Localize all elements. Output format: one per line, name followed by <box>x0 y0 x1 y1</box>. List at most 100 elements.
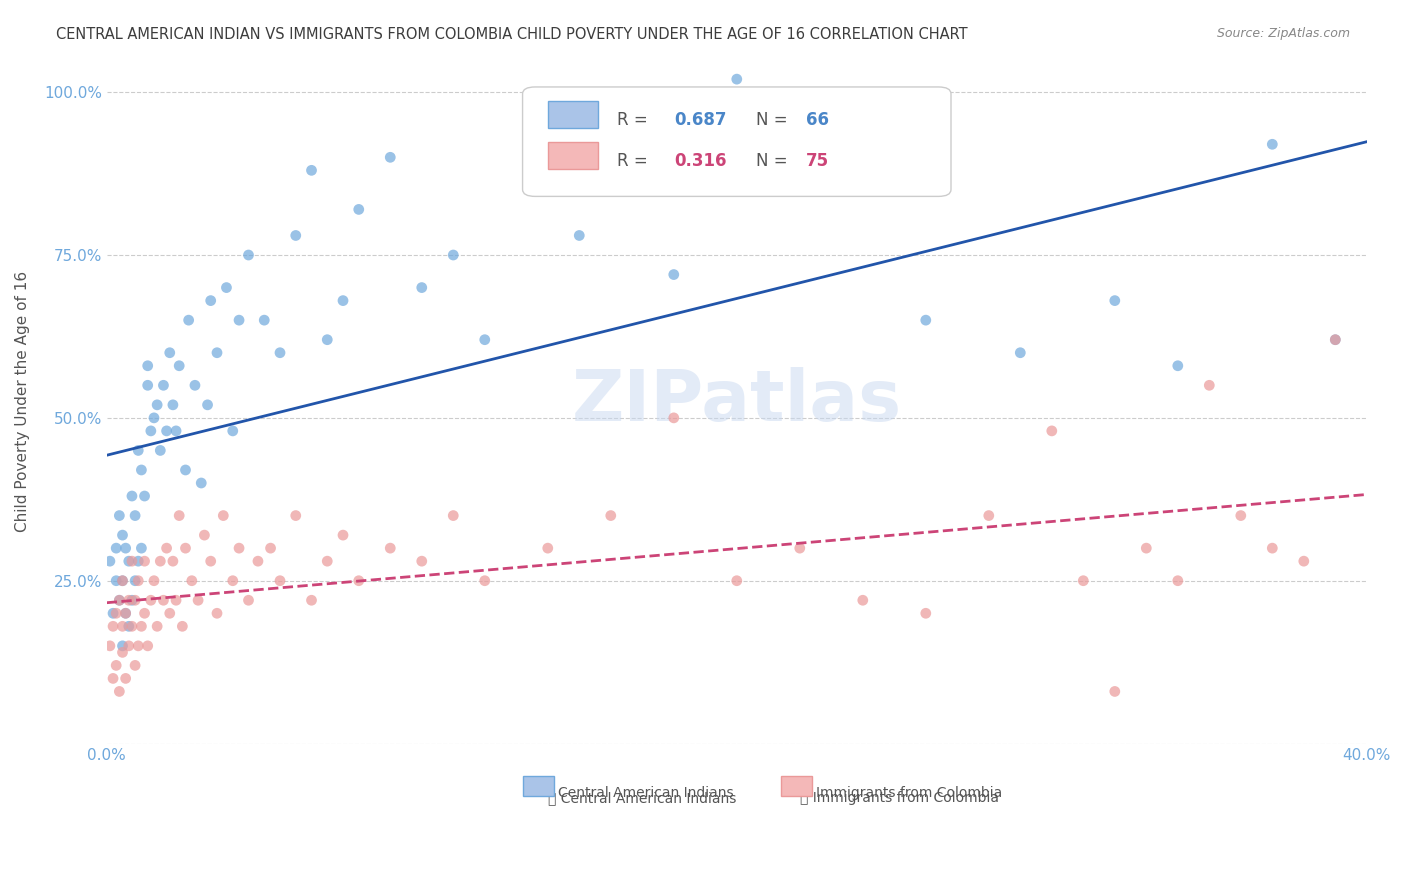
Point <box>134 489 156 503</box>
Point <box>174 541 197 556</box>
Point <box>316 554 339 568</box>
FancyBboxPatch shape <box>780 776 813 796</box>
Point <box>108 593 131 607</box>
Point <box>114 541 136 556</box>
Point <box>162 554 184 568</box>
Point <box>301 163 323 178</box>
Text: 0.687: 0.687 <box>673 111 727 129</box>
Point <box>121 593 143 607</box>
Point <box>139 593 162 607</box>
Point <box>914 607 936 621</box>
Point <box>193 528 215 542</box>
Point <box>599 508 621 523</box>
Point <box>177 313 200 327</box>
FancyBboxPatch shape <box>548 142 598 169</box>
Point <box>149 554 172 568</box>
Point <box>474 574 496 588</box>
Point <box>301 593 323 607</box>
Text: N =: N = <box>755 111 793 129</box>
Text: CENTRAL AMERICAN INDIAN VS IMMIGRANTS FROM COLOMBIA CHILD POVERTY UNDER THE AGE : CENTRAL AMERICAN INDIAN VS IMMIGRANTS FR… <box>56 27 967 42</box>
FancyBboxPatch shape <box>523 87 950 196</box>
Point <box>238 248 260 262</box>
Point <box>411 554 433 568</box>
Point <box>105 607 128 621</box>
Point <box>215 280 238 294</box>
Point <box>190 475 212 490</box>
Point <box>108 593 131 607</box>
Point <box>200 293 222 308</box>
Point <box>127 639 149 653</box>
Point <box>380 541 402 556</box>
Point <box>228 313 250 327</box>
Point <box>111 574 134 588</box>
Point <box>155 424 177 438</box>
Text: R =: R = <box>617 111 652 129</box>
Point <box>269 574 291 588</box>
Text: 66: 66 <box>806 111 830 129</box>
Point <box>205 607 228 621</box>
Point <box>284 508 307 523</box>
Point <box>139 424 162 438</box>
Point <box>105 658 128 673</box>
Point <box>172 619 194 633</box>
Point <box>238 593 260 607</box>
Point <box>118 619 141 633</box>
Point <box>111 619 134 633</box>
Point <box>1104 684 1126 698</box>
Point <box>662 410 685 425</box>
Point <box>184 378 207 392</box>
Point <box>1292 554 1315 568</box>
Point <box>124 658 146 673</box>
Point <box>98 639 121 653</box>
Point <box>347 202 370 217</box>
Point <box>101 607 124 621</box>
Point <box>131 463 153 477</box>
Point <box>259 541 281 556</box>
FancyBboxPatch shape <box>548 101 598 128</box>
Point <box>568 228 591 243</box>
Point <box>167 508 190 523</box>
Point <box>131 541 153 556</box>
Point <box>537 541 560 556</box>
Point <box>127 554 149 568</box>
Point <box>1324 333 1347 347</box>
Point <box>197 398 219 412</box>
Point <box>474 333 496 347</box>
Text: Immigrants from Colombia: Immigrants from Colombia <box>815 786 1002 800</box>
Point <box>105 574 128 588</box>
Point <box>118 639 141 653</box>
Text: R =: R = <box>617 152 652 170</box>
Point <box>101 672 124 686</box>
Point <box>253 313 276 327</box>
Point <box>136 378 159 392</box>
Point <box>269 345 291 359</box>
Text: 0.316: 0.316 <box>673 152 727 170</box>
Text: N =: N = <box>755 152 793 170</box>
Point <box>246 554 269 568</box>
Point <box>411 280 433 294</box>
Point <box>187 593 209 607</box>
Point <box>159 607 181 621</box>
Point <box>222 574 245 588</box>
Point <box>152 378 174 392</box>
Point <box>118 593 141 607</box>
Point <box>101 619 124 633</box>
Point <box>1104 293 1126 308</box>
Point <box>789 541 811 556</box>
Point <box>121 619 143 633</box>
Point <box>441 508 464 523</box>
Point <box>914 313 936 327</box>
Point <box>111 528 134 542</box>
Point <box>165 593 187 607</box>
Point <box>143 410 166 425</box>
Point <box>174 463 197 477</box>
Point <box>212 508 235 523</box>
Text: Central American Indians: Central American Indians <box>558 786 734 800</box>
Point <box>222 424 245 438</box>
Text: 75: 75 <box>806 152 830 170</box>
Point <box>167 359 190 373</box>
Point <box>136 639 159 653</box>
Point <box>124 574 146 588</box>
Point <box>114 672 136 686</box>
Point <box>155 541 177 556</box>
